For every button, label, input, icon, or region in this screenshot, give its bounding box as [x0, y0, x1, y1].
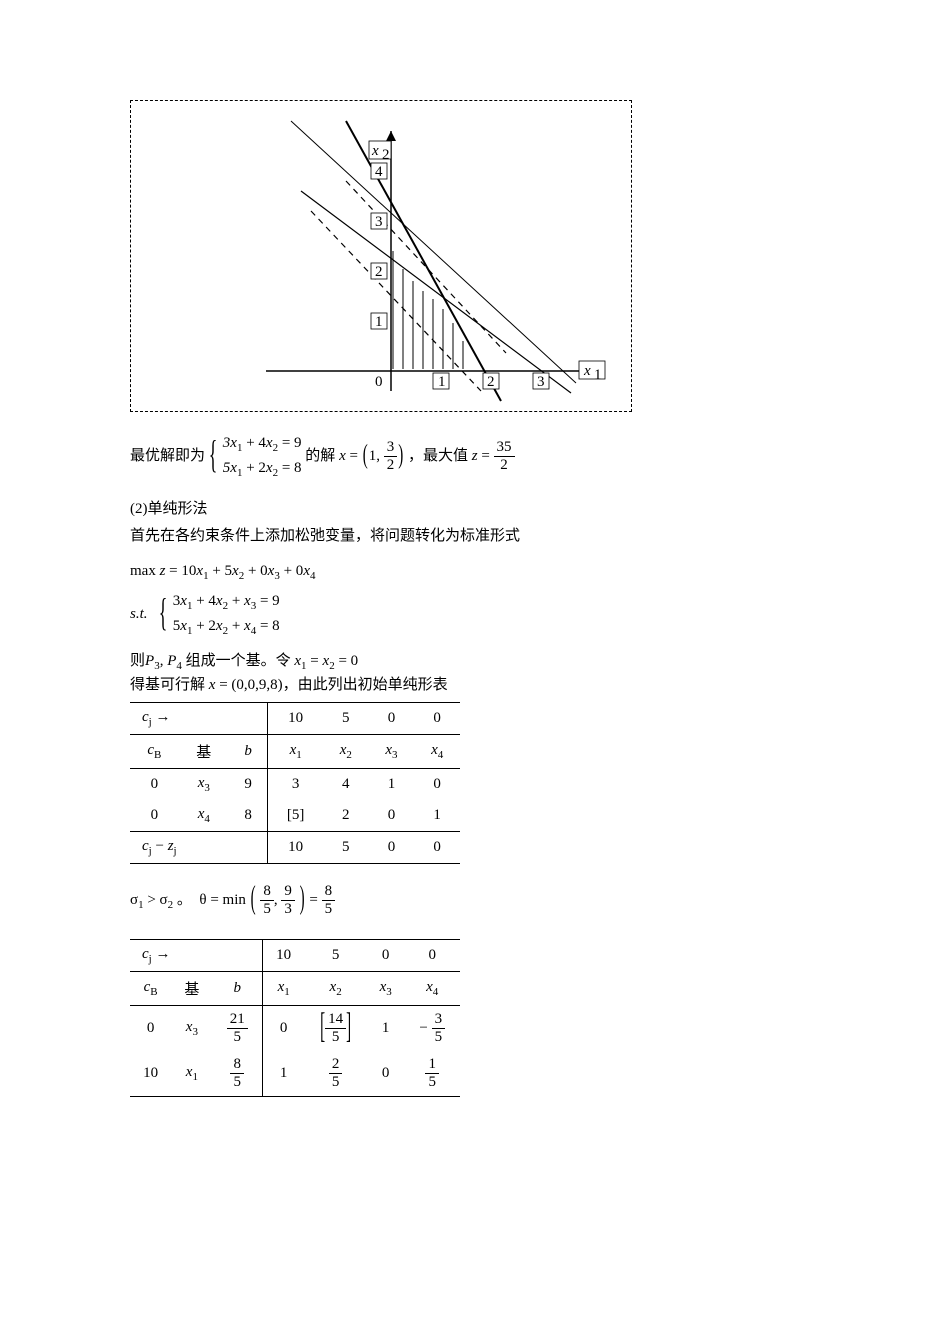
x-ticks: 1 2 3 [433, 373, 549, 390]
opt-prefix: 最优解即为 [130, 448, 205, 464]
t1-r1-b: 9 [229, 768, 268, 800]
t1-cjzj4: 0 [414, 831, 460, 863]
t1-cj2: 5 [323, 702, 369, 734]
theta-b-num: 9 [281, 884, 295, 901]
opt-mid: 的解 [305, 448, 335, 464]
theta-eq-num: 8 [322, 884, 336, 901]
t2-r1-c3: 1 [367, 1005, 405, 1051]
section2-intro: 首先在各约束条件上添加松弛变量，将问题转化为标准形式 [130, 526, 820, 547]
t2-r1-c4n: 3 [432, 1012, 446, 1029]
z-num: 35 [494, 440, 515, 457]
t2-r2-c4d: 5 [425, 1074, 439, 1090]
t1-cj4: 0 [414, 702, 460, 734]
svg-text:1: 1 [438, 374, 446, 390]
t2-cj3: 0 [367, 939, 405, 971]
t2-r2-bn: 8 [230, 1057, 244, 1074]
t2-r2-bd: 5 [230, 1074, 244, 1090]
t1-r2-c4: 1 [414, 800, 460, 832]
t1-cjzj2: 5 [323, 831, 369, 863]
t2-r2-c2n: 2 [329, 1057, 343, 1074]
t2-r1-c4d: 5 [432, 1029, 446, 1045]
t1-r1-c1: 3 [268, 768, 323, 800]
optimal-solution-text: 最优解即为 3x1 + 4x2 = 9 5x1 + 2x2 = 8 的解 x =… [130, 432, 820, 481]
svg-text:x: x [583, 363, 591, 379]
origin-label: 0 [375, 374, 383, 390]
std-obj: max z = 10x1 + 5x2 + 0x3 + 0x4 [130, 561, 820, 584]
svg-text:4: 4 [375, 164, 383, 180]
t1-cjzj3: 0 [369, 831, 415, 863]
t2-cj4: 0 [404, 939, 460, 971]
t2-r1-bn: 21 [227, 1012, 248, 1029]
t1-r1-c4: 0 [414, 768, 460, 800]
t2-r1-cB: 0 [130, 1005, 171, 1051]
t2-r2-c3: 0 [367, 1051, 405, 1097]
t2-r1-c1: 0 [262, 1005, 304, 1051]
t2-cj2: 5 [304, 939, 367, 971]
t2-r2-c2d: 5 [329, 1074, 343, 1090]
t1-r2-c2: 2 [323, 800, 369, 832]
theta-b-den: 3 [281, 901, 295, 917]
t2-r2-c1: 1 [262, 1051, 304, 1097]
t2-cj1: 10 [262, 939, 304, 971]
sol-den: 2 [384, 457, 398, 473]
t2-r1-c2d: 5 [325, 1029, 346, 1045]
theta-eq-den: 5 [322, 901, 336, 917]
svg-text:3: 3 [375, 214, 383, 230]
std-constraints: s.t. 3x1 + 4x2 + x3 = 9 5x1 + 2x2 + x4 =… [130, 590, 820, 639]
t1-cjzj1: 10 [268, 831, 323, 863]
svg-text:2: 2 [375, 264, 383, 280]
t1-r2-c1: [5] [268, 800, 323, 832]
section2-title: (2)单纯形法 [130, 499, 820, 520]
svg-text:x: x [371, 143, 379, 159]
t1-cj1: 10 [268, 702, 323, 734]
t2-r2-cB: 10 [130, 1051, 171, 1097]
svg-text:2: 2 [382, 147, 390, 163]
z-den: 2 [494, 457, 515, 473]
t1-r1-c2: 4 [323, 768, 369, 800]
t1-r1-cB: 0 [130, 768, 179, 800]
opt-suffix: ，最大值 [408, 448, 468, 464]
basis-text: 则P3, P4 组成一个基。令 x1 = x2 = 0 得基可行解 x = (0… [130, 651, 820, 695]
simplex-table-2: cj → 10 5 0 0 cB 基 b x1 x2 x3 x4 0 x3 21… [130, 939, 460, 1097]
t1-r2-b: 8 [229, 800, 268, 832]
lp-graph: 1 2 3 4 1 2 3 0 x 2 x 1 [130, 100, 632, 412]
sol-num: 3 [384, 440, 398, 457]
t1-r2-cB: 0 [130, 800, 179, 832]
t2-r2-c4n: 1 [425, 1057, 439, 1074]
theta-a-num: 8 [260, 884, 274, 901]
t1-r2-c3: 0 [369, 800, 415, 832]
svg-text:1: 1 [594, 367, 602, 383]
t1-r1-c3: 1 [369, 768, 415, 800]
graph-svg: 1 2 3 4 1 2 3 0 x 2 x 1 [131, 101, 631, 411]
theta-a-den: 5 [260, 901, 274, 917]
svg-text:2: 2 [487, 374, 495, 390]
theta-line: σ1 > σ2 。 θ = min ( 85, 93 ) = 85 [130, 884, 820, 917]
svg-text:3: 3 [537, 374, 545, 390]
t2-r1-bd: 5 [227, 1029, 248, 1045]
y-ticks: 1 2 3 4 [371, 163, 387, 330]
t2-r1-c2n: 14 [325, 1012, 346, 1029]
svg-text:1: 1 [375, 314, 383, 330]
t1-cj3: 0 [369, 702, 415, 734]
simplex-table-1: cj → 10 5 0 0 cB 基 b x1 x2 x3 x4 0 x3 9 … [130, 702, 460, 864]
